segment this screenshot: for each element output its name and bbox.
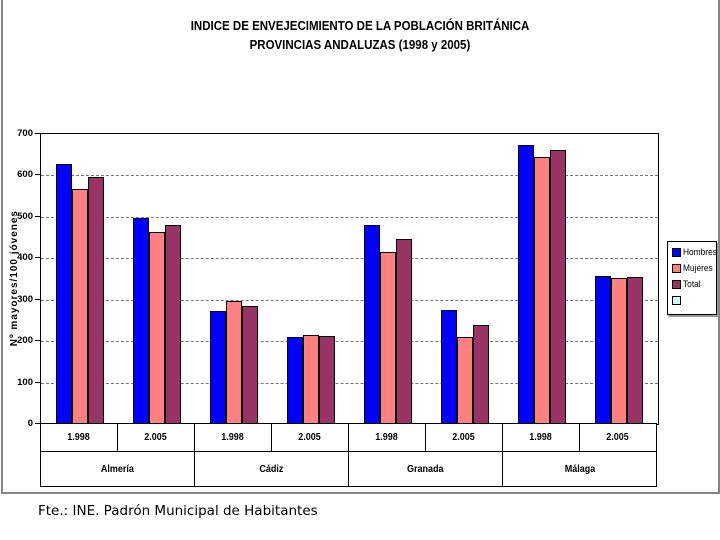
y-axis-tick-label: 100: [17, 376, 33, 388]
gridline: [41, 216, 658, 218]
y-axis-tick-label: 600: [17, 169, 33, 181]
bar-hombres: [518, 144, 535, 424]
bar-mujeres: [225, 300, 242, 424]
y-axis-tick-label: 700: [17, 128, 33, 139]
bar-mujeres: [148, 232, 165, 424]
y-axis-tick: [35, 423, 40, 424]
year-label: 1.998: [41, 424, 118, 451]
y-axis-tick-label: 300: [17, 293, 33, 305]
y-axis-tick: [35, 298, 40, 300]
bar-total: [550, 150, 567, 424]
legend-label: Total: [683, 279, 701, 290]
year-label-text: 2.005: [452, 432, 476, 443]
legend-label: Mujeres: [683, 263, 713, 274]
bar-mujeres: [71, 188, 88, 424]
gridline: [41, 299, 658, 301]
legend-swatch-total: [672, 280, 681, 289]
year-label: 2.005: [272, 424, 349, 451]
y-axis-tick: [35, 133, 40, 134]
legend-swatch-hombres: [672, 248, 681, 257]
legend-swatch-empty: [672, 296, 681, 305]
y-axis-tick: [35, 381, 40, 383]
bar-total: [318, 336, 335, 424]
y-axis-tick-label: 200: [17, 335, 33, 347]
legend-item: Mujeres: [672, 263, 714, 274]
bar-hombres: [364, 224, 381, 424]
chart-title: INDICE DE ENVEJECIMIENTO DE LA POBLACIÓN…: [0, 17, 720, 56]
gridline: [41, 382, 658, 384]
province-label-text: Granada: [407, 463, 444, 475]
year-label-text: 2.005: [298, 432, 322, 443]
year-label: 1.998: [503, 424, 580, 451]
bar-hombres: [286, 337, 303, 424]
province-label-text: Almería: [100, 463, 135, 475]
category-axis-table: 1.998 2.005 1.998 2.005 1.998 2.005 1.998 2.005…: [40, 423, 657, 487]
bar-total: [396, 239, 413, 424]
y-axis-tick-label: 500: [17, 210, 33, 222]
bar-hombres: [55, 164, 72, 424]
year-label-text: 1.998: [529, 432, 553, 443]
bar-hombres: [132, 217, 149, 424]
gridline: [41, 175, 658, 177]
year-label-text: 2.005: [144, 432, 168, 443]
bar-mujeres: [611, 277, 628, 424]
province-label: Cádiz: [195, 452, 349, 486]
bar-total: [241, 305, 258, 424]
gridline: [41, 341, 658, 343]
bar-total: [164, 224, 181, 424]
year-label-text: 2.005: [606, 432, 630, 443]
bar-mujeres: [457, 337, 474, 424]
legend-label: Hombres: [683, 247, 717, 258]
bar-hombres: [595, 275, 612, 424]
year-label: 2.005: [580, 424, 656, 451]
year-label: 2.005: [426, 424, 503, 451]
legend: Hombres Mujeres Total: [667, 241, 717, 315]
province-labels-row: Almería Cádiz Granada Málaga: [41, 452, 656, 486]
y-axis-tick: [35, 215, 40, 217]
year-label: 1.998: [349, 424, 426, 451]
year-label-text: 1.998: [221, 432, 245, 443]
province-label-text: Cádiz: [259, 463, 284, 475]
chart-title-line1: INDICE DE ENVEJECIMIENTO DE LA POBLACIÓN…: [190, 19, 530, 33]
chart-title-line2: PROVINCIAS ANDALUZAS (1998 y 2005): [249, 38, 471, 53]
legend-item: Hombres: [672, 247, 717, 258]
bar-hombres: [209, 311, 226, 424]
legend-item: Total: [672, 279, 714, 290]
province-label-text: Málaga: [564, 463, 595, 475]
y-axis-tick-label: 0: [27, 418, 33, 429]
source-note: Fte.: INE. Padrón Municipal de Habitante…: [38, 503, 318, 519]
legend-swatch-mujeres: [672, 264, 681, 273]
y-axis-tick-label: 400: [17, 252, 33, 264]
bar-hombres: [441, 310, 458, 424]
chart-object-frame: [1, 0, 720, 494]
year-label: 1.998: [195, 424, 272, 451]
gridline: [41, 258, 658, 260]
plot-area: [40, 133, 659, 425]
bar-mujeres: [302, 335, 319, 424]
y-axis-tick: [35, 257, 40, 259]
province-label: Almería: [41, 452, 195, 486]
year-label: 2.005: [118, 424, 195, 451]
bar-total: [87, 176, 104, 424]
province-label: Granada: [349, 452, 503, 486]
y-axis-tick: [35, 340, 40, 342]
bar-total: [473, 324, 490, 424]
y-axis-tick: [35, 174, 40, 176]
province-label: Málaga: [503, 452, 656, 486]
year-label-text: 1.998: [67, 432, 91, 443]
year-label-text: 1.998: [375, 432, 399, 443]
legend-item: [672, 296, 714, 305]
bar-mujeres: [380, 252, 397, 424]
bar-total: [627, 276, 644, 424]
year-labels-row: 1.998 2.005 1.998 2.005 1.998 2.005 1.998 2.005: [41, 424, 656, 452]
bar-mujeres: [534, 157, 551, 424]
